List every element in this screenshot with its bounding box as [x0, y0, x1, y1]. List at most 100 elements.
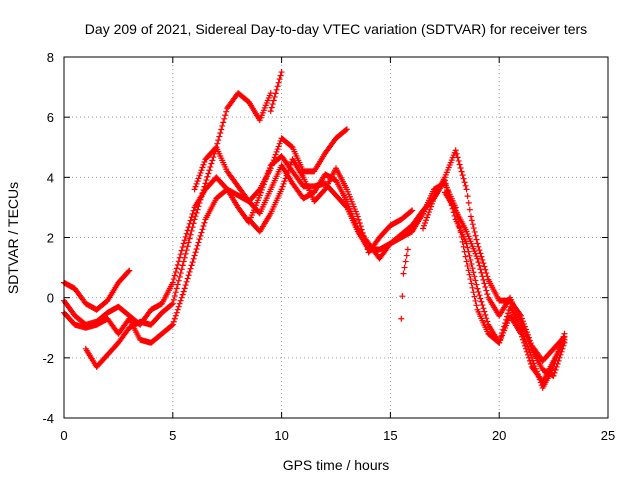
- data-point: [465, 248, 472, 255]
- plot-area: [61, 69, 568, 391]
- data-point: [321, 187, 328, 194]
- data-point: [479, 273, 486, 280]
- x-tick-label: 10: [274, 428, 288, 443]
- chart-title: Day 209 of 2021, Sidereal Day-to-day VTE…: [85, 21, 587, 37]
- data-point: [196, 236, 203, 243]
- data-point: [472, 232, 479, 239]
- data-point: [425, 209, 432, 216]
- data-point: [204, 173, 211, 180]
- data-point: [357, 223, 364, 230]
- data-point: [191, 186, 198, 193]
- data-point: [170, 296, 177, 303]
- data-point: [452, 147, 459, 154]
- data-point: [484, 291, 491, 298]
- data-point: [193, 245, 200, 252]
- data-point: [263, 173, 270, 180]
- data-point: [421, 222, 428, 229]
- data-point: [469, 221, 476, 228]
- data-point: [283, 172, 290, 179]
- data-point: [268, 104, 275, 111]
- data-point: [193, 180, 200, 187]
- data-point: [358, 226, 365, 233]
- data-point: [557, 351, 564, 358]
- data-point: [404, 246, 411, 253]
- data-point: [172, 289, 179, 296]
- data-point: [359, 229, 366, 236]
- data-point: [201, 159, 208, 166]
- data-point: [188, 227, 195, 234]
- data-point: [275, 143, 282, 150]
- data-point: [186, 268, 193, 275]
- data-point: [409, 207, 416, 214]
- data-point: [286, 164, 293, 171]
- data-point: [184, 275, 191, 282]
- data-point: [468, 217, 475, 224]
- data-point: [185, 272, 192, 279]
- data-point: [172, 268, 179, 275]
- data-point: [477, 295, 484, 302]
- data-point: [525, 346, 532, 353]
- data-point: [408, 208, 415, 215]
- data-point: [457, 165, 464, 172]
- data-point: [561, 339, 568, 346]
- data-point: [221, 115, 228, 122]
- data-point: [126, 267, 133, 274]
- data-point: [468, 261, 475, 268]
- data-point: [197, 196, 204, 203]
- data-point: [472, 297, 479, 304]
- data-point: [197, 169, 204, 176]
- data-point: [214, 140, 221, 147]
- data-point: [180, 288, 187, 295]
- data-point: [458, 168, 465, 175]
- data-point: [205, 170, 212, 177]
- data-point: [462, 182, 469, 189]
- data-point: [470, 225, 477, 232]
- y-tick-label: 0: [47, 291, 54, 306]
- grid-lines: [64, 57, 608, 418]
- data-point: [477, 266, 484, 273]
- data-point: [400, 270, 407, 277]
- data-point: [285, 167, 292, 174]
- series-trace-6: [191, 144, 568, 391]
- data-point: [278, 69, 285, 76]
- data-point: [561, 333, 568, 340]
- data-point: [273, 148, 280, 155]
- data-point: [281, 178, 288, 185]
- data-point: [210, 154, 217, 161]
- x-axis-title: GPS time / hours: [283, 457, 390, 473]
- data-point: [176, 300, 183, 307]
- data-point: [550, 372, 557, 379]
- data-point: [284, 169, 291, 176]
- data-point: [201, 183, 208, 190]
- data-point: [279, 183, 286, 190]
- x-tick-label: 15: [383, 428, 397, 443]
- data-point: [462, 253, 469, 260]
- data-point: [171, 293, 178, 300]
- data-point: [195, 239, 202, 246]
- data-point: [209, 157, 216, 164]
- data-point: [180, 258, 187, 265]
- data-point: [220, 119, 227, 126]
- data-point: [535, 373, 542, 380]
- data-point: [170, 276, 177, 283]
- data-point: [460, 243, 467, 250]
- data-point: [260, 181, 267, 188]
- data-point: [361, 236, 368, 243]
- data-point: [429, 198, 436, 205]
- data-point: [363, 242, 370, 249]
- data-point: [478, 298, 485, 305]
- data-point: [173, 309, 180, 316]
- x-tick-label: 0: [60, 428, 67, 443]
- data-point: [503, 316, 510, 323]
- data-point: [466, 206, 473, 213]
- data-point: [196, 200, 203, 207]
- data-point: [261, 178, 268, 185]
- data-point: [560, 334, 567, 341]
- data-point: [275, 79, 282, 86]
- data-point: [536, 376, 543, 383]
- y-tick-label: 8: [47, 50, 54, 65]
- data-point: [420, 225, 427, 232]
- y-tick-label: 6: [47, 110, 54, 125]
- data-point: [423, 214, 430, 221]
- data-point: [272, 151, 279, 158]
